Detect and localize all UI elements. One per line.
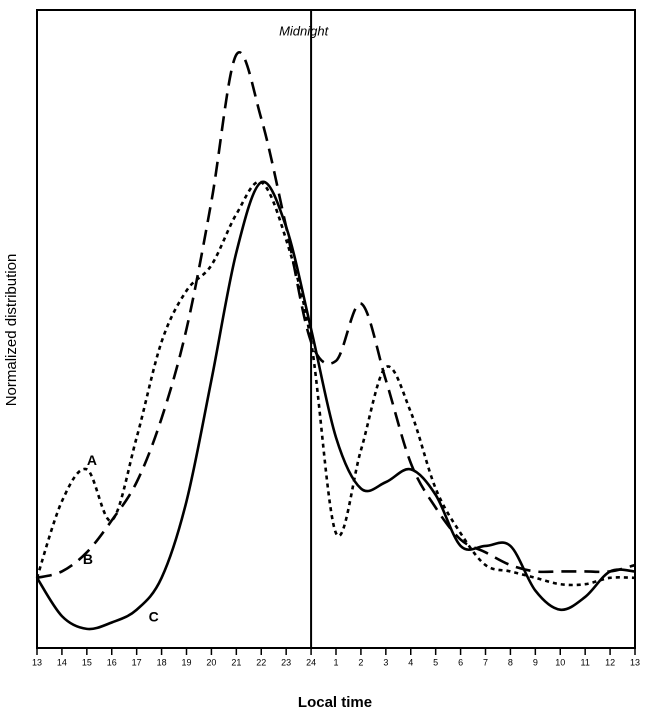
series-label: A [87,452,97,468]
series-label: C [149,608,159,624]
x-tick-label: 5 [433,657,438,667]
series-label: B [83,551,93,567]
x-tick-label: 13 [32,657,42,667]
annotation: Midnight [279,23,330,38]
x-tick-label: 16 [107,657,117,667]
x-tick-label: 18 [157,657,167,667]
x-tick-label: 17 [132,657,142,667]
x-tick-label: 7 [483,657,488,667]
y-axis-label: Normalized distribution [3,254,20,407]
x-tick-label: 8 [508,657,513,667]
x-tick-label: 24 [306,657,316,667]
x-tick-label: 19 [181,657,191,667]
x-tick-label: 11 [580,657,589,667]
x-tick-label: 20 [206,657,216,667]
x-tick-label: 9 [533,657,538,667]
x-tick-label: 12 [605,657,615,667]
x-tick-label: 6 [458,657,463,667]
series-line [36,51,636,580]
x-tick-label: 22 [256,657,266,667]
x-tick-label: 1 [333,657,338,667]
x-tick-label: 10 [555,657,565,667]
series-line [35,180,636,631]
x-tick-label: 4 [408,657,413,667]
series-line [35,180,636,587]
x-tick-label: 13 [630,657,640,667]
x-tick-label: 23 [281,657,291,667]
x-tick-label: 14 [57,657,67,667]
x-axis-label: Local time [298,694,372,711]
x-tick-label: 15 [82,657,92,667]
x-tick-label: 21 [231,657,241,667]
x-tick-label: 2 [358,657,363,667]
plot-frame [36,9,636,649]
x-tick-label: 3 [383,657,388,667]
